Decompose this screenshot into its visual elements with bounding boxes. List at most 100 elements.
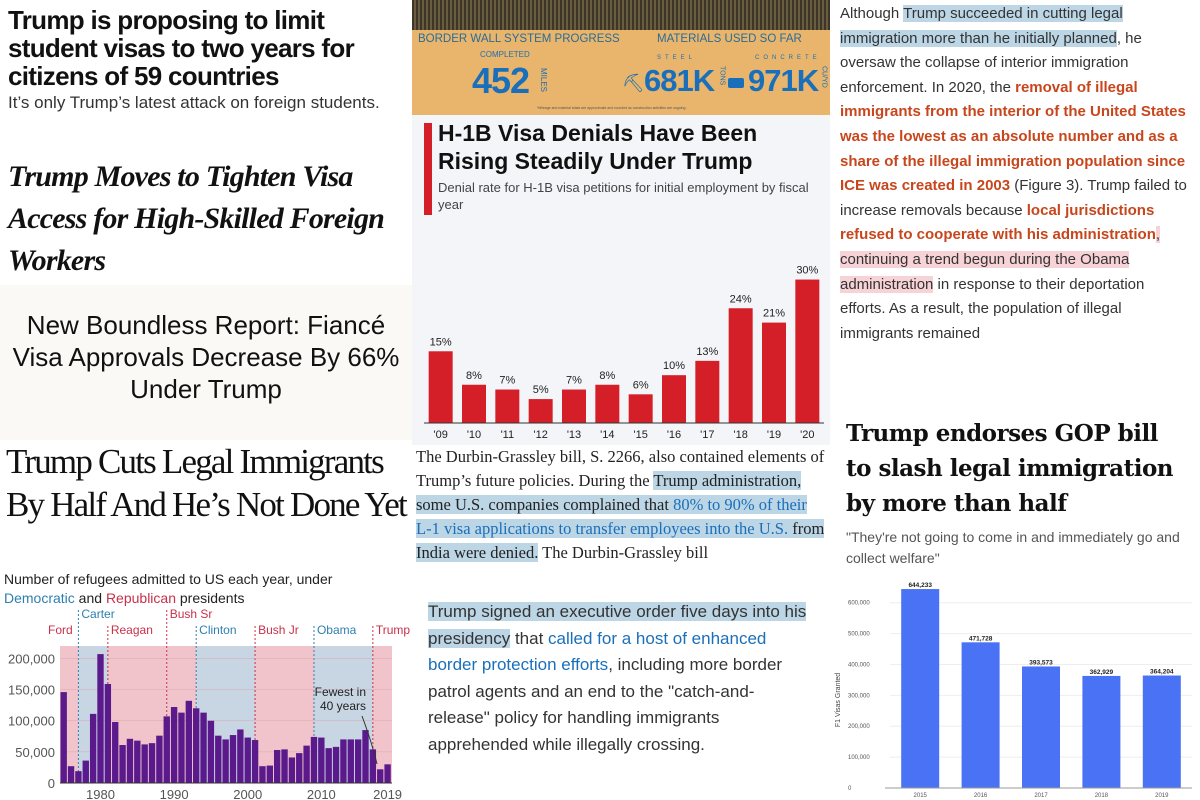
data-label: 30%: [796, 265, 818, 277]
x-tick-label: '17: [700, 429, 714, 441]
y-tick-label: 150,000: [8, 683, 55, 698]
president-label: Trump: [376, 623, 411, 637]
bar: [244, 737, 251, 783]
annotation: Fewest in 40 years: [315, 685, 366, 713]
bar: [281, 749, 288, 783]
text-segment: were denied.: [449, 543, 539, 562]
bar: [1022, 666, 1060, 788]
caption-text: Number of refugees admitted to US each y…: [4, 571, 333, 587]
bar: [762, 322, 786, 423]
y-tick-label: 100,000: [848, 755, 870, 761]
bar: [901, 589, 940, 788]
refugee-chart: Ford Carter Reagan Bush Sr Clinton Bush Jr Oba…: [8, 607, 411, 800]
bar: [1142, 675, 1181, 788]
x-tick-label: '13: [567, 429, 581, 441]
bar: [428, 351, 453, 423]
bar: [369, 749, 377, 783]
bar: [60, 692, 67, 783]
bar: [148, 743, 156, 783]
durbin-text: The Durbin-Grassley bill, S. 2266, also …: [412, 445, 830, 595]
chart-caption: Number of refugees admitted to US each y…: [0, 570, 412, 608]
bar: [126, 738, 134, 783]
y-tick-label: 300,000: [848, 693, 870, 699]
data-label: 362,929: [1090, 669, 1114, 676]
steel-value: 681K: [644, 63, 715, 98]
completed-value: 452: [472, 60, 530, 101]
bar: [104, 683, 112, 783]
headline: Trump is proposing to limit student visa…: [8, 5, 355, 91]
data-label: 8%: [466, 370, 482, 382]
bar: [75, 771, 82, 783]
x-tick-label: '11: [501, 429, 515, 441]
president-label: Reagan: [111, 623, 153, 637]
bar: [237, 729, 244, 783]
text-segment: (Figure 3). Trump failed to increase rem…: [840, 177, 1187, 219]
text-segment: removal of illegal immigrants from the i…: [840, 78, 1186, 195]
president-label: Carter: [81, 608, 114, 621]
headline: Trump Cuts Legal Immigrants By Half And …: [6, 442, 408, 524]
paragraph: Trump signed an executive order five day…: [428, 599, 814, 758]
text-segment: in response to their deportation efforts…: [840, 275, 1145, 342]
chart-title: H-1B Visa Denials Have Been Rising Stead…: [438, 120, 758, 174]
y-tick-label: 200,000: [848, 724, 870, 730]
x-tick-label: '15: [633, 429, 647, 441]
data-label: 13%: [696, 346, 718, 358]
data-label: 364,204: [1150, 669, 1174, 676]
bar: [332, 746, 340, 783]
data-label: 7%: [499, 375, 515, 387]
bar: [251, 740, 259, 783]
bar: [229, 735, 237, 783]
x-tick-label: 1980: [86, 787, 115, 800]
text-link[interactable]: called for a host of enhanced border pro…: [428, 628, 767, 675]
bar: [303, 745, 310, 783]
bar: [340, 739, 347, 783]
x-tick-label: '09: [433, 429, 447, 441]
bar: [695, 360, 720, 423]
y-tick-label: 600,000: [848, 601, 870, 607]
bar: [119, 745, 126, 783]
caption-text: presidents: [176, 590, 245, 606]
annotation-arrow: [361, 715, 378, 765]
bar: [97, 654, 104, 783]
bar: [112, 721, 119, 783]
data-label: 5%: [533, 384, 549, 396]
x-tick-label: 2015: [914, 793, 928, 799]
x-tick-label: 2010: [307, 787, 336, 800]
y-tick-label: 400,000: [848, 662, 870, 668]
bar: [362, 730, 369, 783]
subheadline: It’s only Trump’s latest attack on forei…: [8, 93, 380, 112]
steel-label: STEEL: [657, 55, 697, 61]
cuts-article: Trump Cuts Legal Immigrants By Half And …: [0, 440, 412, 570]
text-segment: The Durbin-Grassley bill, S. 2266, also …: [416, 447, 825, 490]
bar: [354, 739, 362, 783]
miles-unit: MILES: [538, 68, 548, 93]
bar: [288, 757, 296, 783]
caption-democratic: Democratic: [4, 590, 75, 606]
text-segment: , he oversaw the collapse of interior im…: [840, 29, 1142, 96]
x-tick-label: 2000: [233, 787, 262, 800]
bar: [178, 712, 185, 783]
bar: [318, 737, 325, 783]
president-label: Bush Sr: [170, 608, 213, 621]
bar: [728, 308, 753, 423]
bar: [156, 735, 163, 783]
text-segment: local jurisdictions refused to cooperate…: [840, 201, 1156, 244]
bar: [185, 700, 193, 783]
border-wall-panel: BORDER WALL SYSTEM PROGRESS COMPLETED 45…: [412, 0, 830, 115]
bar: [347, 739, 354, 783]
data-label: 15%: [430, 336, 452, 348]
x-tick-label: 2016: [974, 793, 988, 799]
bar: [595, 384, 620, 423]
x-tick-label: '16: [667, 429, 681, 441]
interior-enforcement-text: Although Trump succeeded in cutting lega…: [830, 0, 1200, 400]
bar: [795, 279, 820, 423]
cuyd-unit: CU/YD: [820, 66, 828, 88]
bar: [170, 707, 178, 783]
nyt-article: Trump Moves to Tighten Visa Access for H…: [0, 150, 412, 285]
y-tick-label: 200,000: [8, 651, 55, 666]
data-label: 8%: [599, 370, 615, 382]
bar: [82, 760, 89, 783]
executive-order-text: Trump signed an executive order five day…: [412, 595, 830, 800]
gop-article: Trump endorses GOP bill to slash legal i…: [830, 400, 1200, 570]
bar: [259, 766, 266, 783]
